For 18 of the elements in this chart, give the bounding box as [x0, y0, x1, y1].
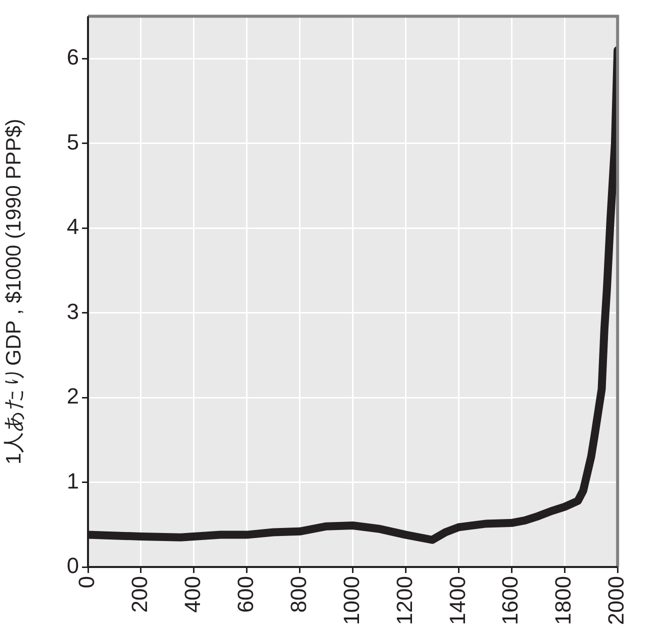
x-tick-label: 2000: [604, 576, 629, 625]
x-tick-label: 600: [232, 576, 258, 613]
y-tick-label: 0: [66, 553, 79, 578]
y-tick-label: 6: [66, 44, 79, 70]
x-tick-label: 1200: [392, 576, 417, 625]
y-tick-label: 4: [66, 214, 79, 240]
y-axis-title: 1人あたりGDP , $1000 (1990 PPP$): [2, 118, 26, 464]
x-tick-label: 1800: [550, 576, 576, 625]
x-tick-label: 1600: [498, 576, 523, 625]
x-tick-label: 1000: [338, 576, 364, 625]
x-tick-label: 200: [127, 576, 152, 613]
y-tick-label: 3: [66, 298, 79, 324]
y-tick-label: 2: [66, 384, 79, 409]
y-tick-label: 5: [66, 129, 79, 154]
x-tick-label: 400: [180, 576, 205, 613]
y-tick-label: 1: [66, 468, 79, 494]
x-tick-label: 800: [286, 576, 311, 613]
x-tick-label: 1400: [444, 576, 470, 625]
